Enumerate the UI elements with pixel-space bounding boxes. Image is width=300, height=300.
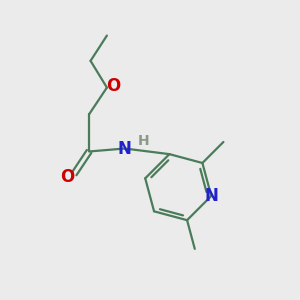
Text: O: O (106, 77, 121, 95)
Text: H: H (138, 134, 150, 148)
Text: N: N (118, 140, 132, 158)
Text: O: O (61, 168, 75, 186)
Text: N: N (204, 187, 218, 205)
